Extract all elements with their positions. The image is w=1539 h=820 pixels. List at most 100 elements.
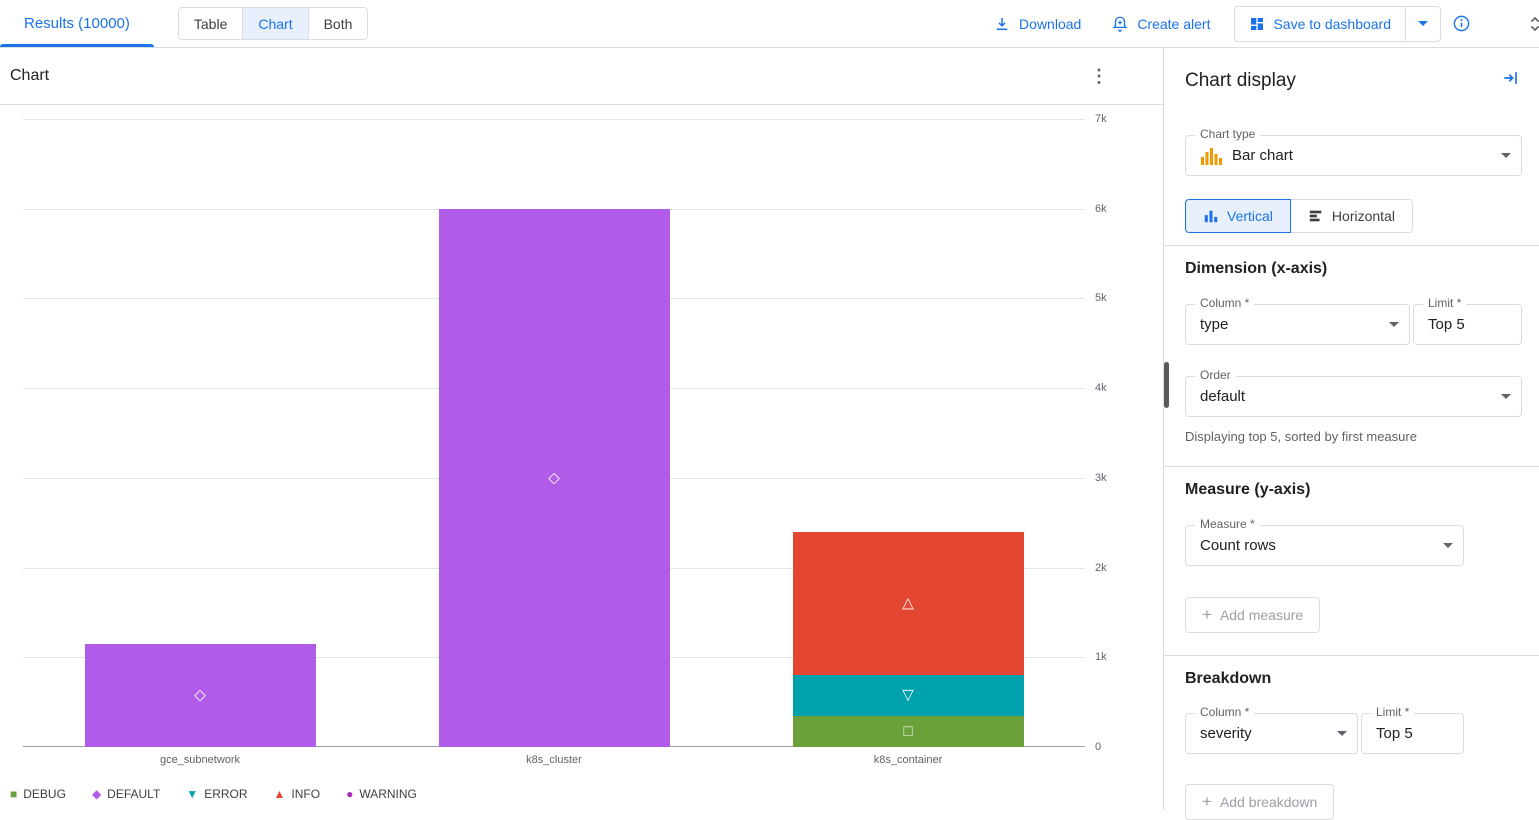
y-tick-label: 6k: [1095, 202, 1107, 215]
chevron-down-icon: [1501, 153, 1511, 158]
download-button[interactable]: Download: [981, 6, 1093, 42]
dimension-limit-label: Limit *: [1423, 296, 1467, 312]
bar-k8s_container-info[interactable]: △: [792, 531, 1024, 676]
dimension-column-value: type: [1200, 316, 1229, 333]
order-value: default: [1200, 388, 1246, 405]
chart-card-title: Chart: [10, 67, 50, 84]
info-icon: [1453, 15, 1469, 32]
diamond-marker-icon: ◇: [548, 469, 560, 487]
legend-label: DEBUG: [23, 787, 66, 801]
create-alert-button[interactable]: Create alert: [1099, 6, 1222, 42]
vertical-bars-icon: [1204, 210, 1218, 223]
breakdown-limit-field[interactable]: Limit * Top 5: [1361, 705, 1464, 754]
dimension-column-select[interactable]: Column * type: [1185, 296, 1410, 345]
scrollbar-thumb[interactable]: [1164, 362, 1169, 408]
panel-title: Chart display: [1185, 69, 1296, 91]
split-divider: [1405, 6, 1406, 41]
horizontal-bars-icon: [1309, 210, 1322, 222]
legend-label: INFO: [291, 787, 321, 801]
diamond-marker-icon: ◇: [194, 686, 206, 704]
x-category-label: k8s_container: [873, 754, 943, 766]
save-to-dashboard-button[interactable]: Save to dashboard: [1235, 7, 1405, 41]
dashboard-icon: [1251, 17, 1264, 30]
chart-area: Chart 0 1k 2k 3k 4k 5k 6k 7k ◇ ◇ □ ▽ △ gce_subnetwor…: [0, 48, 1163, 810]
chart-card-header: Chart: [0, 48, 1163, 105]
bar-chart-mini-icon: [1201, 147, 1222, 165]
horizontal-label: Horizontal: [1331, 208, 1395, 224]
y-tick-label: 4k: [1095, 382, 1107, 395]
vertical-label: Vertical: [1227, 208, 1273, 224]
legend-item-debug[interactable]: ■ DEBUG: [10, 787, 66, 801]
chart-display-panel: Chart display Chart type: [1163, 48, 1539, 820]
circle-icon: ●: [346, 787, 354, 801]
create-alert-icon: [1113, 16, 1128, 32]
y-tick-label: 7k: [1095, 113, 1107, 125]
info-button[interactable]: [1447, 10, 1475, 38]
dimension-column-label: Column *: [1195, 296, 1255, 312]
view-toggle-table[interactable]: Table: [178, 8, 243, 39]
add-breakdown-label: Add breakdown: [1219, 794, 1318, 810]
measure-heading: Measure (y-axis): [1185, 481, 1311, 498]
chart-type-value: Bar chart: [1232, 147, 1293, 164]
legend-item-default[interactable]: ◆ DEFAULT: [92, 787, 160, 801]
download-icon: [996, 17, 1008, 30]
bar-gce_subnetwork-default[interactable]: ◇: [84, 643, 316, 747]
breakdown-column-select[interactable]: Column * severity: [1185, 705, 1358, 754]
add-measure-label: Add measure: [1219, 607, 1304, 623]
add-measure-button[interactable]: Add measure: [1185, 597, 1321, 633]
divider: [1164, 655, 1539, 656]
unfold-more-icon[interactable]: [1524, 13, 1539, 40]
y-tick-label: 5k: [1095, 292, 1107, 305]
chevron-down-icon: [1443, 543, 1453, 548]
orientation-horizontal-button[interactable]: Horizontal: [1289, 199, 1413, 233]
orientation-vertical-button[interactable]: Vertical: [1185, 199, 1291, 233]
square-icon: ■: [10, 787, 18, 801]
save-options-dropdown[interactable]: [1406, 7, 1440, 41]
save-to-dashboard-split-button: Save to dashboard: [1234, 5, 1441, 42]
legend-item-error[interactable]: ▼ ERROR: [186, 787, 247, 801]
triangle-down-icon: ▼: [186, 787, 199, 801]
x-axis-labels: gce_subnetwork k8s_cluster k8s_container: [0, 754, 1163, 770]
dimension-limit-value: Top 5: [1428, 316, 1465, 333]
breakdown-limit-value: Top 5: [1376, 725, 1413, 742]
download-label: Download: [1019, 15, 1082, 32]
divider: [1164, 245, 1539, 246]
tab-results[interactable]: Results (10000): [0, 0, 154, 47]
chart-type-select[interactable]: Chart type Bar chart: [1185, 127, 1522, 176]
y-tick-label: 3k: [1095, 471, 1107, 484]
chevron-down-icon: [1501, 394, 1511, 399]
dimension-heading: Dimension (x-axis): [1185, 260, 1328, 277]
dimension-limit-field[interactable]: Limit * Top 5: [1413, 296, 1522, 345]
chevron-down-icon: [1389, 322, 1399, 327]
legend-item-info[interactable]: ▲ INFO: [274, 787, 321, 801]
bar-k8s_container-debug[interactable]: □: [792, 715, 1024, 747]
legend-label: ERROR: [204, 787, 248, 801]
square-marker-icon: □: [903, 722, 913, 740]
bar-k8s_container-error[interactable]: ▽: [792, 675, 1024, 716]
gridline-7k: [23, 119, 1085, 120]
save-to-dashboard-label: Save to dashboard: [1273, 15, 1391, 32]
triangle-down-marker-icon: ▽: [902, 686, 914, 704]
collapse-right-icon: [1504, 72, 1517, 84]
results-tab-label: Results (10000): [24, 15, 130, 32]
add-breakdown-button[interactable]: Add breakdown: [1185, 784, 1335, 820]
divider: [1164, 466, 1539, 467]
order-select[interactable]: Order default: [1185, 368, 1522, 417]
chevron-down-icon: [1418, 21, 1428, 26]
create-alert-label: Create alert: [1137, 15, 1211, 32]
plus-icon: [1202, 792, 1212, 812]
bar-k8s_cluster-default[interactable]: ◇: [438, 208, 670, 747]
collapse-panel-button[interactable]: [1501, 68, 1521, 93]
measure-select[interactable]: Measure * Count rows: [1185, 517, 1464, 566]
diamond-icon: ◆: [91, 787, 102, 801]
dimension-helper-text: Displaying top 5, sorted by first measur…: [1185, 429, 1417, 444]
legend-item-warning[interactable]: ● WARNING: [346, 787, 417, 801]
view-toggle-both[interactable]: Both: [307, 8, 368, 39]
measure-value: Count rows: [1200, 537, 1276, 554]
chart-options-menu-icon[interactable]: [1087, 64, 1111, 88]
view-toggle-chart[interactable]: Chart: [242, 8, 308, 39]
orientation-toggle: Vertical Horizontal: [1185, 199, 1522, 233]
topbar: Results (10000) Table Chart Both Downloa…: [0, 0, 1539, 48]
chart-legend: ■ DEBUG ◆ DEFAULT ▼ ERROR ▲ INFO ● WARNING: [10, 787, 417, 801]
plus-icon: [1202, 605, 1212, 625]
